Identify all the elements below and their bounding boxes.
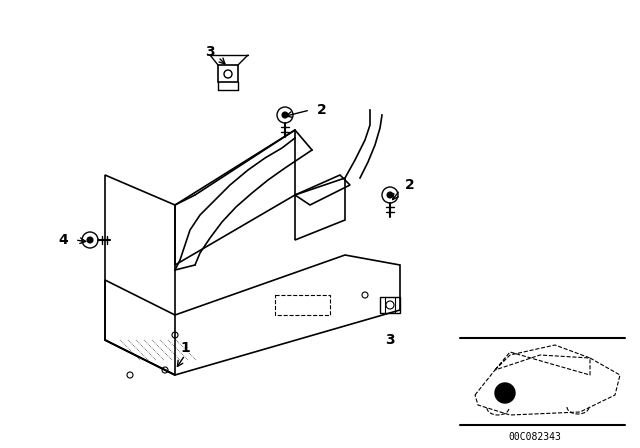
Bar [380,297,400,313]
Text: 3: 3 [205,45,215,59]
Circle shape [495,383,515,403]
Circle shape [387,192,393,198]
Text: 2: 2 [317,103,327,117]
Circle shape [382,187,398,203]
Circle shape [282,112,288,118]
Text: 3: 3 [385,333,395,347]
Text: 1: 1 [180,341,190,355]
Text: 2: 2 [405,178,415,192]
Text: 00C082343: 00C082343 [509,432,561,442]
Circle shape [87,237,93,243]
Circle shape [386,301,394,309]
Circle shape [277,107,293,123]
Text: 4: 4 [58,233,68,247]
Circle shape [82,232,98,248]
